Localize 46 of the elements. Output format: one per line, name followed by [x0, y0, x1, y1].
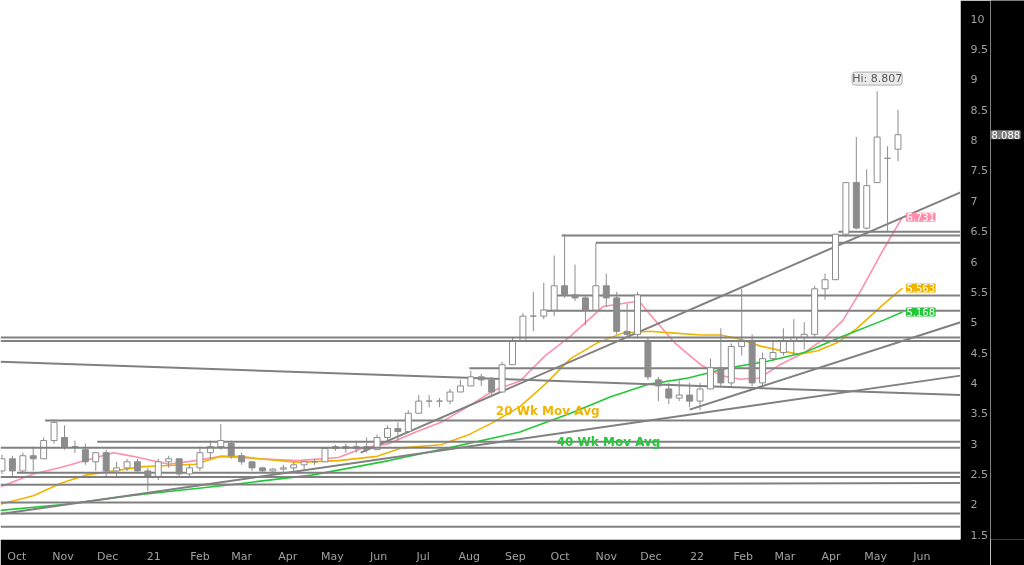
- text: 8.088: [991, 129, 1021, 141]
- y-tick-label: 5.5: [970, 285, 988, 299]
- y-tick-label: 4.5: [970, 346, 988, 360]
- y-tick-label: 7: [970, 194, 978, 208]
- y-tick-label: 1.5: [970, 528, 988, 542]
- y-tick-label: 8.5: [970, 103, 988, 117]
- x-tick-label: Nov: [595, 549, 618, 563]
- x-tick-label: 22: [690, 549, 705, 563]
- data-label: 5.563: [906, 283, 936, 295]
- x-tick-label: Mar: [774, 549, 796, 563]
- y-tick-label: 10: [970, 12, 985, 26]
- x-tick-label: Jun: [912, 549, 931, 563]
- x-tick-label: 21: [146, 549, 161, 563]
- data-label: 5.168: [906, 307, 936, 318]
- x-tick-label: Sep: [505, 549, 526, 563]
- y-tick-label: 9.5: [970, 43, 988, 57]
- y-tick-label: 2: [970, 498, 978, 512]
- x-tick-label: Aug: [458, 549, 481, 563]
- y-tick-label: 4: [970, 376, 978, 390]
- y-tick-label: 5: [970, 316, 978, 330]
- x-tick-label: Apr: [821, 549, 841, 563]
- x-tick-label: Apr: [278, 549, 298, 563]
- x-tick-label: May: [321, 549, 345, 563]
- x-tick-label: Feb: [733, 549, 753, 563]
- y-tick-label: 3.5: [970, 407, 988, 421]
- y-tick-label: 7.5: [970, 164, 988, 178]
- y-tick-label: 6: [970, 255, 978, 269]
- series-label: 40 Wk Mov Avg: [556, 434, 661, 449]
- data-label: 6.731: [906, 212, 936, 224]
- series-label: 20 Wk Mov Avg: [495, 403, 600, 418]
- x-tick-label: May: [864, 549, 888, 563]
- x-tick-label: Feb: [190, 549, 210, 563]
- x-tick-label: Oct: [7, 549, 28, 563]
- y-tick-label: 3: [970, 437, 978, 451]
- x-tick-label: Dec: [640, 549, 662, 563]
- x-tick-label: Jun: [368, 549, 388, 563]
- x-tick-label: Mar: [231, 549, 253, 563]
- x-tick-label: Oct: [550, 549, 571, 563]
- y-tick-label: 2.5: [970, 467, 988, 481]
- x-tick-label: Nov: [52, 549, 75, 563]
- x-tick-label: Dec: [97, 549, 119, 563]
- y-tick-label: 8: [970, 134, 978, 148]
- y-tick-label: 6.5: [970, 225, 988, 239]
- y-tick-label: 9: [970, 73, 978, 87]
- x-tick-label: Jul: [415, 549, 430, 563]
- annotation: Hi: 8.807: [852, 72, 903, 86]
